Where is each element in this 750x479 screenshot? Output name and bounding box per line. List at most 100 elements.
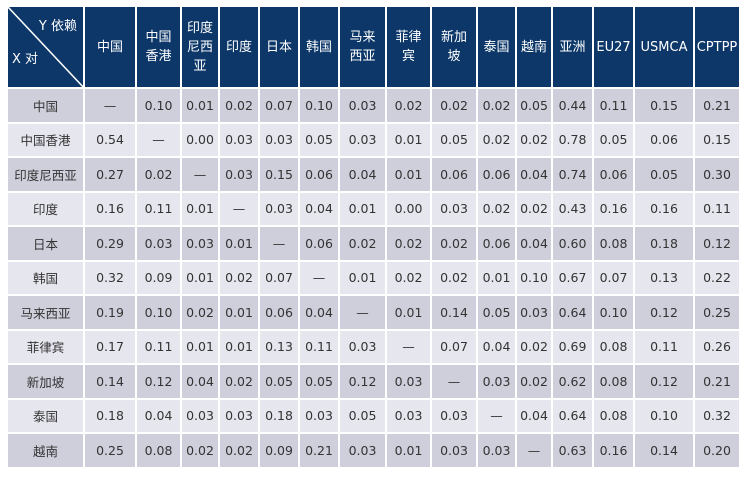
table-cell: 0.12 [693,225,741,262]
table-cell: 0.19 [83,294,137,331]
column-header: 马来 西亚 [338,5,387,89]
table-cell: 0.01 [476,259,517,296]
table-row: 日本 0.29 0.03 0.03 0.01—0.06 0.02 0.02 0.02 0.06 0… [6,225,741,262]
table-cell: 0.15 [633,87,695,124]
table-cell: — [180,156,220,193]
row-label: 印度 [6,190,85,227]
table-cell: 0.30 [693,156,741,193]
table-cell: 0.12 [338,363,387,400]
table-cell: 0.04 [298,190,340,227]
table-cell: 0.12 [633,363,695,400]
table-cell: 0.06 [298,225,340,262]
table-cell: 0.02 [476,121,517,158]
row-label: 中国 [6,87,85,124]
table-cell: 0.60 [551,225,594,262]
table-cell: 0.01 [385,156,432,193]
table-cell: 0.08 [135,432,182,469]
table-cell: 0.03 [218,156,260,193]
table-cell: 0.74 [551,156,594,193]
table-cell: 0.16 [633,190,695,227]
table-cell: 0.32 [83,259,137,296]
row-label: 越南 [6,432,85,469]
table-cell: 0.08 [592,225,635,262]
table-cell: 0.18 [633,225,695,262]
table-cell: 0.14 [83,363,137,400]
table-cell: 0.20 [693,432,741,469]
table-cell: 0.03 [135,225,182,262]
table-cell: 0.12 [135,363,182,400]
table-cell: 0.08 [592,397,635,434]
table-row: 中国香港 0.54—0.00 0.03 0.03 0.05 0.03 0.01 0.05 0.0… [6,121,741,158]
table-cell: 0.06 [476,225,517,262]
table-cell: 0.01 [218,328,260,365]
row-label: 印度尼西亚 [6,156,85,193]
table-cell: 0.03 [430,190,478,227]
table-cell: 0.25 [83,432,137,469]
table-cell: 0.02 [385,87,432,124]
table-cell: 0.06 [298,156,340,193]
table-cell: 0.02 [180,294,220,331]
table-cell: 0.01 [180,190,220,227]
table-cell: 0.01 [338,259,387,296]
table-cell: — [476,397,517,434]
table-cell: 0.07 [430,328,478,365]
table-cell: 0.29 [83,225,137,262]
row-label: 菲律宾 [6,328,85,365]
table-row: 菲律宾 0.17 0.11 0.01 0.01 0.13 0.11 0.03—0.07 0.04… [6,328,741,365]
table-cell: 0.03 [515,294,553,331]
header-row: Y 依赖 X 对 中国 中国 香港 印度 尼西 亚印度 日本 韩国 马来 西亚 菲律 宾新加… [6,5,741,89]
table-cell: 0.11 [693,190,741,227]
table-cell: 0.11 [298,328,340,365]
table-cell: 0.01 [180,87,220,124]
table-cell: 0.63 [551,432,594,469]
table-cell: 0.04 [515,225,553,262]
table-cell: 0.03 [430,397,478,434]
table-cell: 0.02 [430,259,478,296]
table-cell: 0.02 [218,363,260,400]
table-cell: 0.17 [83,328,137,365]
table-cell: 0.18 [83,397,137,434]
table-cell: 0.05 [476,294,517,331]
x-axis-label: X 对 [12,52,39,67]
table-cell: 0.08 [592,363,635,400]
table-cell: 0.64 [551,294,594,331]
table-cell: 0.07 [258,87,300,124]
table-row: 新加坡 0.14 0.12 0.04 0.02 0.05 0.05 0.12 0.03—0.03… [6,363,741,400]
table-cell: 0.06 [633,121,695,158]
table-cell: 0.02 [180,432,220,469]
table-cell: 0.07 [258,259,300,296]
table-cell: — [135,121,182,158]
table-cell: 0.43 [551,190,594,227]
table-cell: — [430,363,478,400]
table-cell: 0.10 [592,294,635,331]
table-cell: 0.10 [298,87,340,124]
table-cell: 0.05 [338,397,387,434]
table-cell: — [338,294,387,331]
table-cell: 0.02 [515,121,553,158]
table-cell: 0.03 [338,432,387,469]
table-cell: 0.15 [258,156,300,193]
table-cell: 0.05 [298,363,340,400]
table-cell: 0.14 [633,432,695,469]
column-header: 印度 尼西 亚 [180,5,220,89]
table-cell: 0.05 [592,121,635,158]
table-cell: 0.03 [476,432,517,469]
table-cell: 0.21 [693,87,741,124]
table-cell: 0.03 [385,397,432,434]
table-cell: 0.03 [218,121,260,158]
row-label: 新加坡 [6,363,85,400]
table-cell: 0.02 [476,87,517,124]
table-cell: 0.02 [430,87,478,124]
column-header: 新加 坡 [430,5,478,89]
table-cell: — [298,259,340,296]
table-cell: 0.04 [476,328,517,365]
table-cell: 0.01 [338,190,387,227]
table-cell: 0.02 [218,432,260,469]
table-cell: 0.03 [218,397,260,434]
table-cell: 0.06 [476,156,517,193]
table-cell: 0.05 [298,121,340,158]
column-header: EU27 [592,5,635,89]
table-cell: 0.21 [693,363,741,400]
table-cell: 0.04 [515,397,553,434]
table-cell: 0.13 [258,328,300,365]
